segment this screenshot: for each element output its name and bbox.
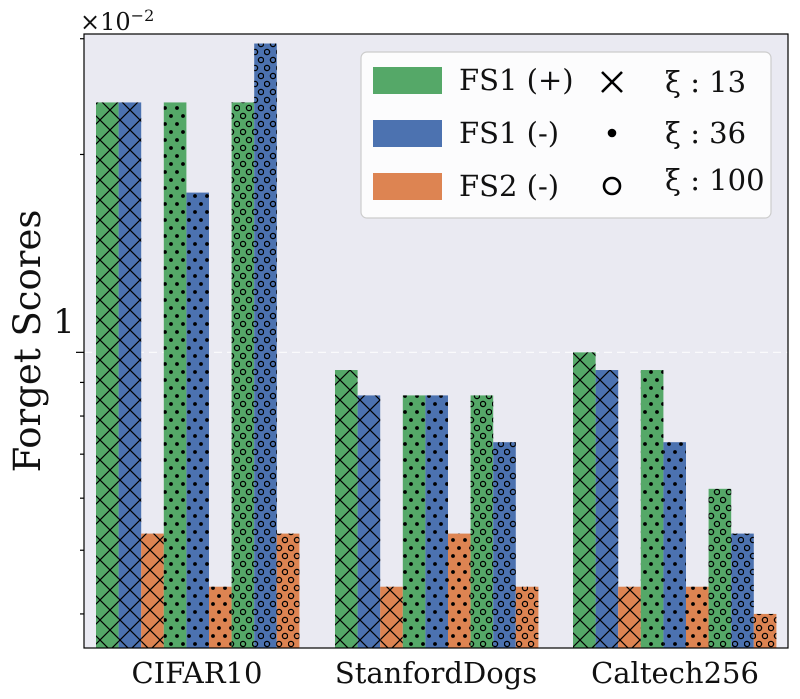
- x-tick-labels: CIFAR10 StanfordDogs Caltech256: [132, 656, 759, 690]
- bar-hatch-stanforddogs-2-xi-100: [515, 586, 539, 648]
- bar-hatch-cifar10-1-xi-13: [118, 102, 142, 648]
- bar-hatch-stanforddogs-0-xi-100: [470, 395, 494, 648]
- legend-swatch-fs1-minus: [373, 120, 442, 147]
- y-ticks: [76, 38, 84, 615]
- legend-label-fs1-minus: FS1 (-): [459, 116, 559, 150]
- bar-hatch-caltech256-1-xi-100: [731, 533, 754, 648]
- y-axis-label: Forget Scores: [6, 210, 49, 473]
- legend-label-fs2-minus: FS2 (-): [459, 169, 559, 203]
- legend-hatch-label-13: ξ : 13: [665, 65, 746, 99]
- legend-hatch-label-36: ξ : 36: [665, 116, 746, 150]
- legend-cross-marker-icon: [601, 71, 623, 93]
- legend-label-fs1-plus: FS1 (+): [459, 63, 574, 97]
- y-multiplier: ×10−2: [80, 6, 154, 36]
- legend-hatch-label-100: ξ : 100: [665, 163, 765, 197]
- y-tick-label-1: 1: [53, 302, 75, 342]
- bar-hatch-cifar10-0-xi-13: [96, 102, 119, 648]
- bar-hatch-stanforddogs-0-xi-13: [335, 370, 358, 648]
- bar-hatch-caltech256-2-xi-100: [753, 613, 777, 648]
- legend: FS1 (+) FS1 (-) FS2 (-) ξ : 13 ξ : 36 ξ …: [360, 51, 772, 219]
- bar-hatch-stanforddogs-0-xi-36: [402, 395, 426, 648]
- x-tick-label-cifar10: CIFAR10: [132, 656, 263, 690]
- bar-hatch-cifar10-0-xi-36: [163, 102, 187, 648]
- bar-hatch-caltech256-2-xi-36: [686, 586, 709, 648]
- bar-hatch-caltech256-0-xi-13: [573, 352, 596, 648]
- bar-hatch-cifar10-2-xi-36: [209, 586, 232, 648]
- bar-hatch-stanforddogs-2-xi-36: [448, 533, 471, 648]
- x-tick-label-stanforddogs: StanfordDogs: [335, 656, 537, 690]
- bar-hatch-caltech256-1-xi-13: [595, 370, 619, 648]
- bar-hatch-cifar10-2-xi-13: [141, 533, 164, 648]
- bar-hatch-caltech256-0-xi-100: [708, 488, 732, 648]
- bar-hatch-stanforddogs-2-xi-13: [380, 586, 403, 648]
- legend-dot-marker-icon: [607, 128, 617, 138]
- bar-hatch-cifar10-1-xi-36: [186, 192, 209, 648]
- bars-group: [96, 43, 777, 649]
- bar-hatch-caltech256-1-xi-36: [663, 442, 686, 648]
- x-tick-label-caltech256: Caltech256: [591, 656, 759, 690]
- bar-hatch-cifar10-0-xi-100: [231, 102, 255, 648]
- bar-hatch-stanforddogs-1-xi-100: [493, 442, 516, 648]
- bar-hatch-caltech256-2-xi-13: [618, 586, 641, 648]
- axes-frame: [83, 33, 789, 649]
- legend-circle-marker-icon: [602, 176, 622, 196]
- legend-swatch-fs2-minus: [373, 173, 442, 200]
- bar-hatch-cifar10-1-xi-100: [254, 43, 277, 649]
- legend-swatch-fs1-plus: [373, 67, 442, 94]
- bar-hatch-stanforddogs-1-xi-36: [425, 395, 448, 648]
- bar-hatch-stanforddogs-1-xi-13: [357, 395, 381, 648]
- legend-box: [360, 51, 772, 219]
- bar-hatch-caltech256-0-xi-36: [640, 370, 664, 648]
- bar-hatch-cifar10-2-xi-100: [276, 533, 300, 648]
